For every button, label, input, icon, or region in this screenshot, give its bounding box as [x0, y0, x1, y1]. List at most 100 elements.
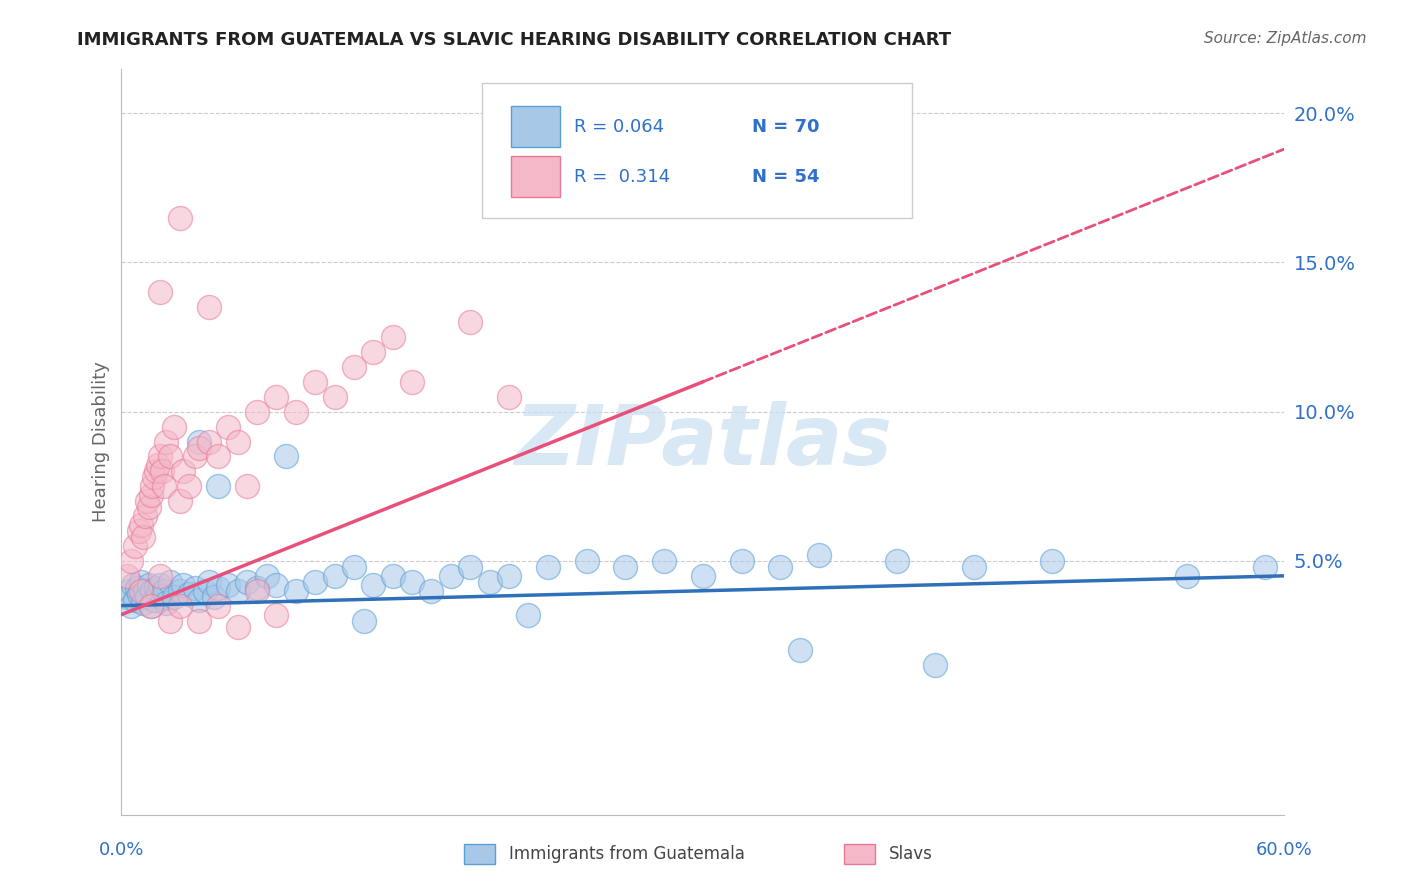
Y-axis label: Hearing Disability: Hearing Disability [93, 361, 110, 522]
Point [129, 574, 152, 589]
Point [266, 607, 288, 622]
Point [323, 569, 346, 583]
Point [184, 450, 207, 464]
Point [149, 285, 172, 300]
Point [139, 599, 162, 613]
Point [730, 554, 752, 568]
Point [458, 315, 481, 329]
Point [197, 434, 219, 449]
Point [135, 494, 157, 508]
Point [343, 560, 366, 574]
Text: Source: ZipAtlas.com: Source: ZipAtlas.com [1204, 31, 1367, 46]
Point [217, 419, 239, 434]
Text: R =  0.314: R = 0.314 [574, 168, 669, 186]
Point [420, 583, 443, 598]
Point [188, 441, 211, 455]
Point [132, 596, 155, 610]
Point [179, 587, 201, 601]
Point [652, 554, 675, 568]
Point [150, 590, 173, 604]
Point [381, 569, 404, 583]
Point [155, 434, 177, 449]
Point [266, 390, 288, 404]
Point [135, 590, 157, 604]
Bar [510, 106, 560, 147]
Point [236, 574, 259, 589]
Point [159, 450, 181, 464]
Point [363, 578, 385, 592]
Text: IMMIGRANTS FROM GUATEMALA VS SLAVIC HEARING DISABILITY CORRELATION CHART: IMMIGRANTS FROM GUATEMALA VS SLAVIC HEAR… [77, 31, 952, 49]
Point [122, 578, 145, 592]
Point [197, 300, 219, 314]
Point [188, 434, 211, 449]
Point [153, 583, 176, 598]
Point [401, 574, 423, 589]
Point [246, 583, 269, 598]
Text: N = 70: N = 70 [752, 118, 820, 136]
Point [692, 569, 714, 583]
Point [353, 614, 375, 628]
Point [125, 581, 148, 595]
Point [124, 592, 146, 607]
Point [204, 590, 226, 604]
Point [207, 599, 229, 613]
Point [304, 574, 326, 589]
Point [138, 578, 160, 592]
Point [478, 574, 501, 589]
Point [172, 578, 194, 592]
Point [128, 524, 150, 538]
Point [143, 470, 166, 484]
Point [163, 419, 186, 434]
Point [149, 569, 172, 583]
Point [226, 434, 249, 449]
Point [153, 479, 176, 493]
Point [226, 619, 249, 633]
Point [188, 592, 211, 607]
Point [163, 590, 186, 604]
Point [134, 509, 156, 524]
Point [124, 539, 146, 553]
Point [169, 211, 191, 225]
Point [118, 583, 141, 598]
Point [246, 405, 269, 419]
Point [458, 560, 481, 574]
Point [808, 548, 831, 562]
Point [207, 450, 229, 464]
Point [381, 330, 404, 344]
Point [217, 578, 239, 592]
Point [575, 554, 598, 568]
Point [614, 560, 637, 574]
Point [537, 560, 560, 574]
Point [143, 592, 166, 607]
Point [246, 581, 269, 595]
Point [924, 658, 946, 673]
Text: 0.0%: 0.0% [98, 841, 145, 859]
Point [179, 479, 201, 493]
Point [194, 583, 217, 598]
Point [363, 345, 385, 359]
Point [149, 450, 172, 464]
Text: ZIPatlas: ZIPatlas [513, 401, 891, 482]
Point [789, 643, 811, 657]
Point [129, 583, 152, 598]
Point [159, 614, 181, 628]
Point [266, 578, 288, 592]
Point [134, 583, 156, 598]
Point [498, 569, 520, 583]
Point [172, 464, 194, 478]
Point [141, 583, 163, 598]
Text: R = 0.064: R = 0.064 [574, 118, 664, 136]
Point [963, 560, 986, 574]
Point [139, 599, 162, 613]
Point [343, 359, 366, 374]
Point [169, 494, 191, 508]
Point [145, 581, 167, 595]
Text: Slavs: Slavs [889, 845, 932, 863]
Text: 60.0%: 60.0% [1256, 841, 1313, 859]
Point [323, 390, 346, 404]
Point [440, 569, 463, 583]
Point [141, 479, 163, 493]
Point [256, 569, 278, 583]
Point [207, 581, 229, 595]
Text: N = 54: N = 54 [752, 168, 820, 186]
